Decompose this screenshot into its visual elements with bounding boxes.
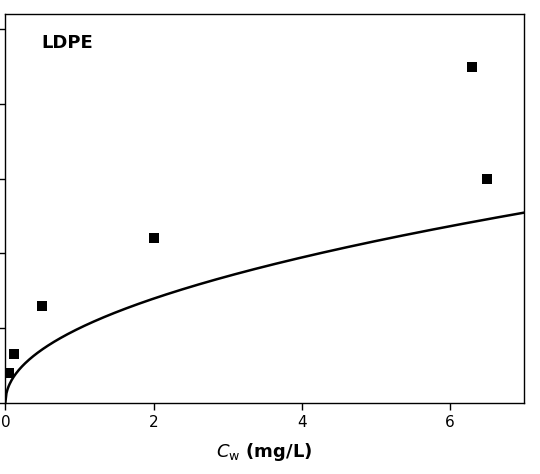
Point <box>38 302 47 310</box>
Point <box>10 351 18 358</box>
X-axis label: $\mathit{C}_\mathrm{w}$ (mg/L): $\mathit{C}_\mathrm{w}$ (mg/L) <box>217 441 313 463</box>
Point <box>5 369 14 377</box>
Text: LDPE: LDPE <box>42 34 93 52</box>
Point <box>149 235 158 242</box>
Point <box>482 175 491 182</box>
Point <box>468 63 476 70</box>
